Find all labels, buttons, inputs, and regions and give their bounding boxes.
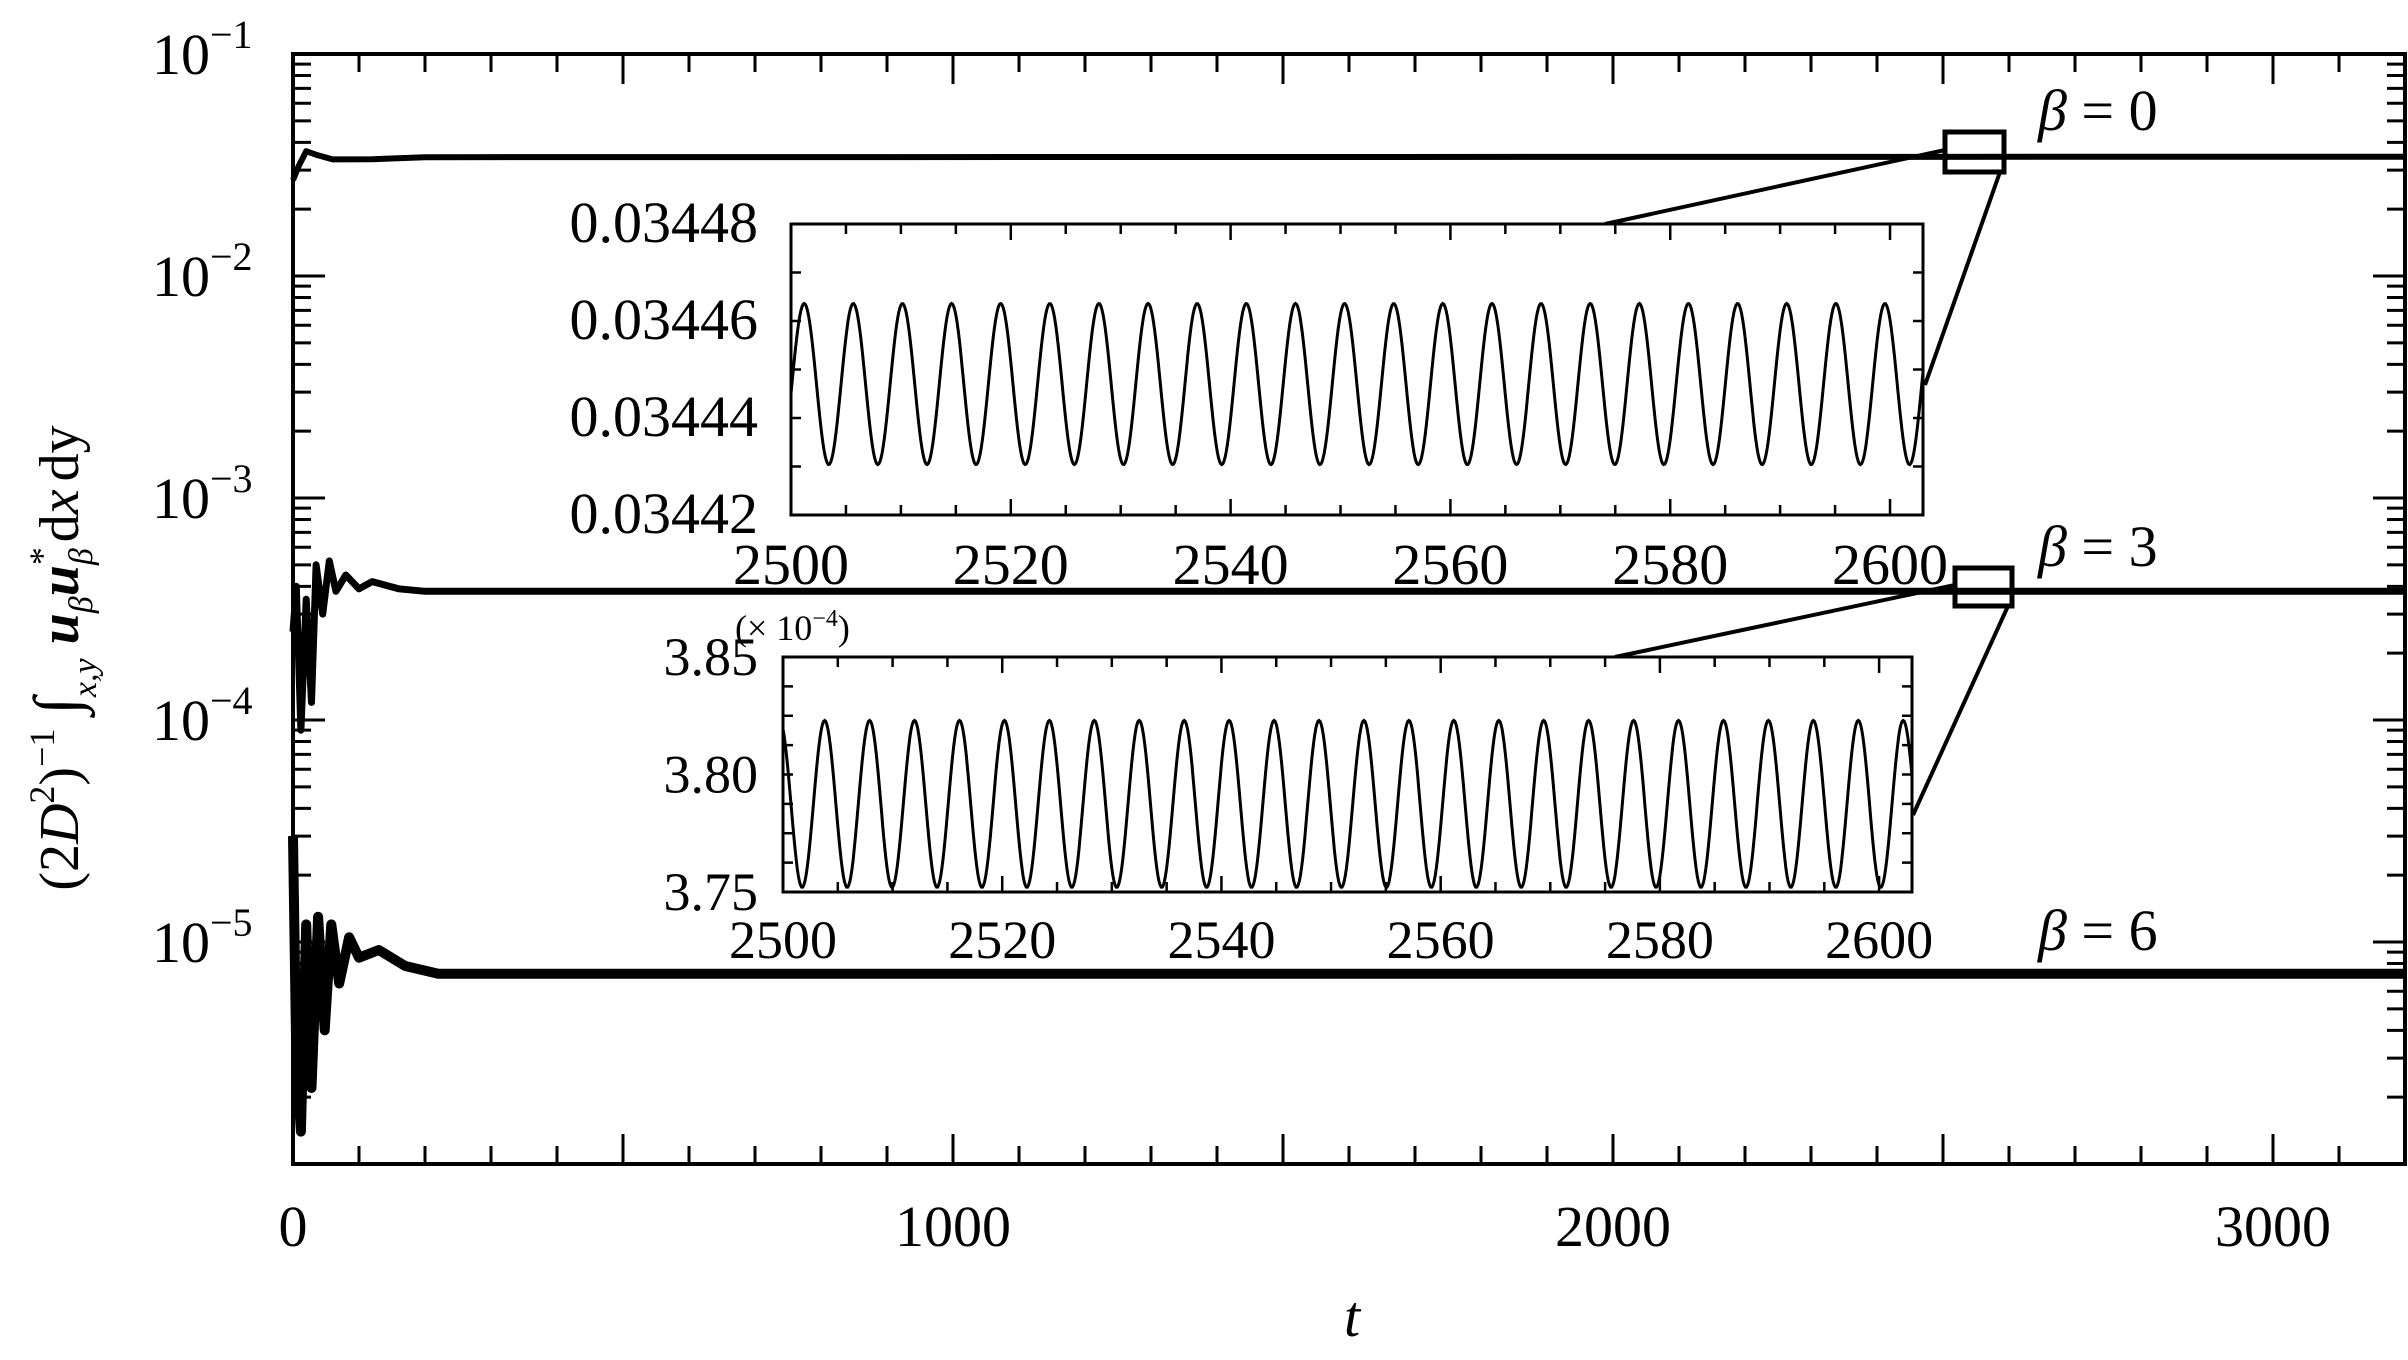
inset-y-tick-label: 0.03442 [570,481,759,546]
x-axis-label: t [1344,1284,1362,1349]
zoom-connector [1614,583,1956,659]
inset-y-tick-label: 3.85 [664,627,759,687]
series-labels: β = 0 β = 3 β = 6 [2037,78,2158,963]
inset-x-tick-label: 2560 [1392,532,1508,597]
insets: 2500 2520 2540 2560 2580 2600 0.03442 0.03444 0.… [570,190,1949,970]
x-tick-label: 2000 [1555,1194,1671,1259]
inset-y-tick-label: 0.03446 [570,287,759,352]
zoom-box [1942,129,2007,175]
x-tick-label: 0 [279,1194,308,1259]
inset-x-tick-label: 2520 [948,910,1056,970]
zoom-connector [1604,148,1946,226]
inset-x-tick-label: 2560 [1387,910,1495,970]
series-label-0: β = 0 [2037,78,2158,143]
inset-y-tick-label: 3.80 [664,745,759,805]
y-tick-label: 10−2 [152,234,253,309]
series-label-2: β = 6 [2037,898,2158,963]
inset-x-tick-label: 2600 [1825,910,1933,970]
inset-beta-3: 2500 2520 2540 2560 2580 2600 3.75 3.80 3.85(× 1… [664,606,1934,970]
y-tick-label: 10−1 [152,12,253,87]
main-axes: 0 1000 2000 3000 10−1 10−2 10−3 10−4 10−5 [152,12,2407,1259]
inset-x-tick-label: 2500 [733,532,849,597]
y-tick-label: 10−5 [152,900,253,975]
series-label-1: β = 3 [2037,514,2158,579]
inset-beta-0: 2500 2520 2540 2560 2580 2600 0.03442 0.03444 0.… [570,190,1949,597]
series-line-2 [288,836,2405,1137]
inset-x-tick-label: 2600 [1832,532,1948,597]
inset-x-tick-label: 2540 [1173,532,1289,597]
zoom-box [1952,565,2015,609]
inset-y-tick-label: 3.75 [664,862,759,922]
series-line-0 [290,148,2406,182]
y-tick-label: 10−3 [152,456,253,531]
main-curves [288,148,2406,1137]
inset-x-tick-label: 2500 [729,910,837,970]
y-axis-label: (2D2)−1∫x,yuβu*βdxdy [21,425,104,890]
inset-y-tick-label: 0.03448 [570,190,759,255]
x-tick-label: 1000 [895,1194,1011,1259]
y-axis-label-text: (2D2)−1∫x,yuβu*βdxdy [21,425,104,890]
inset-scale-note: (× 10−4) [735,606,850,648]
inset-x-tick-label: 2540 [1167,910,1275,970]
inset-x-tick-label: 2520 [953,532,1069,597]
zoom-links [1604,129,2015,816]
inset-y-tick-label: 0.03444 [570,384,759,449]
inset-x-tick-label: 2580 [1612,532,1728,597]
x-tick-label: 3000 [2215,1194,2331,1259]
y-tick-label: 10−4 [152,678,253,753]
zoom-connector [1923,171,2002,386]
inset-oscillation-line [789,301,1925,467]
series-line-1 [289,557,2405,734]
inset-x-tick-label: 2580 [1606,910,1714,970]
inset-oscillation-line [781,718,1914,889]
zoom-connector [1911,605,2010,816]
